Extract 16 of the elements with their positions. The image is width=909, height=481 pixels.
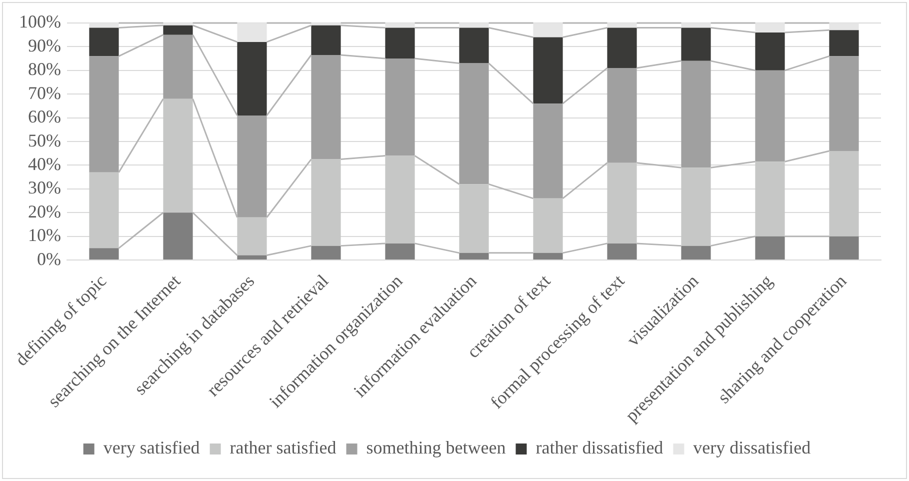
y-tick-label: 50%	[28, 130, 61, 150]
y-tick-label: 100%	[18, 12, 61, 32]
y-tick-label: 30%	[28, 178, 61, 198]
legend-label: rather satisfied	[230, 438, 336, 458]
y-tick-label: 10%	[28, 225, 61, 246]
y-tick-label: 90%	[28, 35, 61, 56]
y-tick-label: 70%	[28, 82, 61, 103]
legend-label: rather dissatisfied	[536, 438, 664, 458]
y-tick-label: 20%	[28, 201, 61, 222]
y-tick-label: 60%	[28, 106, 61, 127]
y-tick-label: 80%	[28, 59, 61, 80]
y-tick-label: 0%	[36, 248, 61, 269]
legend-label: very dissatisfied	[693, 438, 811, 458]
legend-label: something between	[366, 438, 506, 458]
legend-label: very satisfied	[103, 438, 200, 458]
y-tick-label: 40%	[28, 154, 61, 174]
